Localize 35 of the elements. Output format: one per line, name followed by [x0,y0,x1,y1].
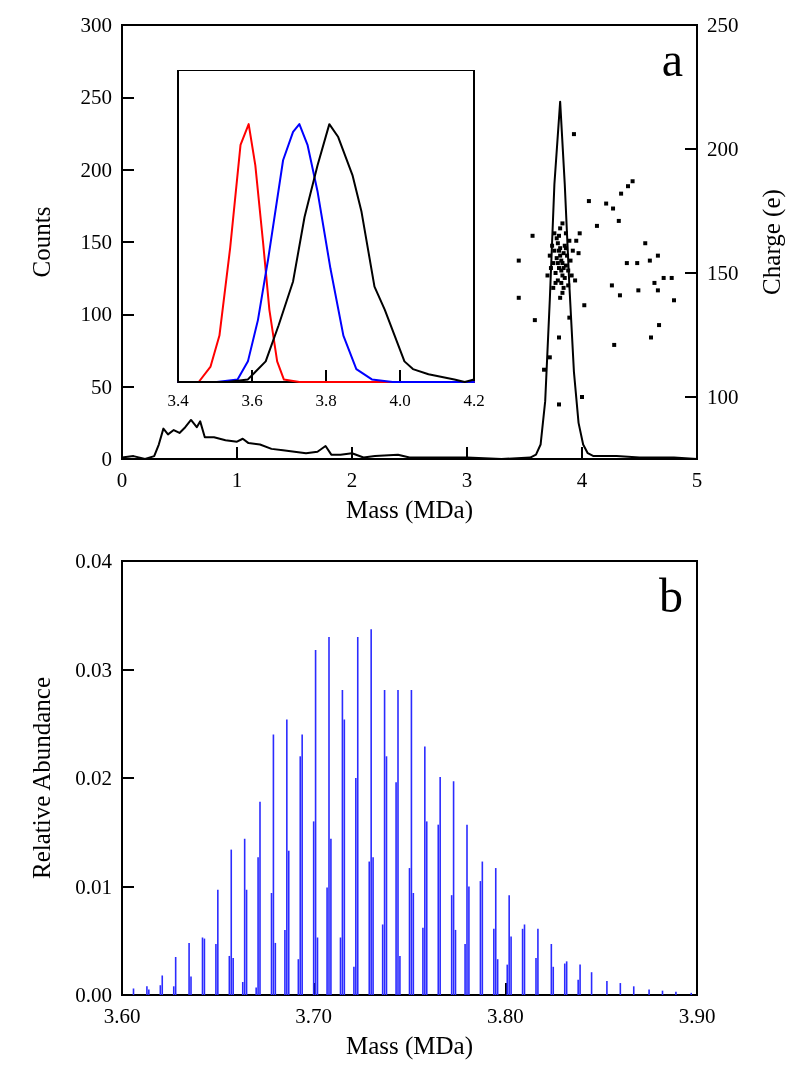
y-tick-label: 150 [80,230,112,254]
annotation: a [661,32,684,86]
y-tick-label: 200 [80,157,112,182]
x-tick-label: 1 [231,467,243,492]
x-tick-label: 3.8 [315,391,337,410]
y-tick-label: 50 [91,374,112,399]
y-axis-title: Relative Abundance [28,676,55,880]
y-axis-title: Counts [28,206,55,278]
y-tick-label: 300 [80,13,112,37]
x-axis-title: Mass (MDa) [345,496,474,524]
x-axis-title: Mass (MDa) [345,1032,474,1060]
y-tick-label: 0.02 [75,766,112,790]
x-tick-label: 5 [691,467,703,492]
y2-tick-label: 250 [707,13,739,37]
y-tick-label: 100 [80,302,112,327]
y-tick-label: 250 [80,85,112,110]
y2-axis-title: Charge (e) [758,189,786,295]
x-tick-label: 3.6 [241,391,263,410]
x-tick-label: 3.4 [167,391,190,410]
x-tick-label: 3 [461,467,473,492]
x-tick-label: 4 [576,467,588,492]
y2-tick-label: 150 [707,261,739,285]
annotation: b [659,568,683,622]
x-tick-label: 4.0 [389,391,411,410]
y-tick-label: 0 [101,447,112,471]
y2-tick-label: 200 [707,137,739,161]
x-tick-label: 3.90 [678,1003,716,1028]
x-tick-label: 3.80 [486,1003,524,1028]
x-tick-label: 2 [346,467,358,492]
y2-tick-label: 100 [707,385,739,409]
x-tick-label: 4.2 [463,391,485,410]
y-tick-label: 0.04 [75,549,113,573]
y-tick-label: 0.03 [75,657,112,682]
x-tick-label: 3.70 [295,1003,333,1028]
y-tick-label: 0.01 [75,874,112,899]
